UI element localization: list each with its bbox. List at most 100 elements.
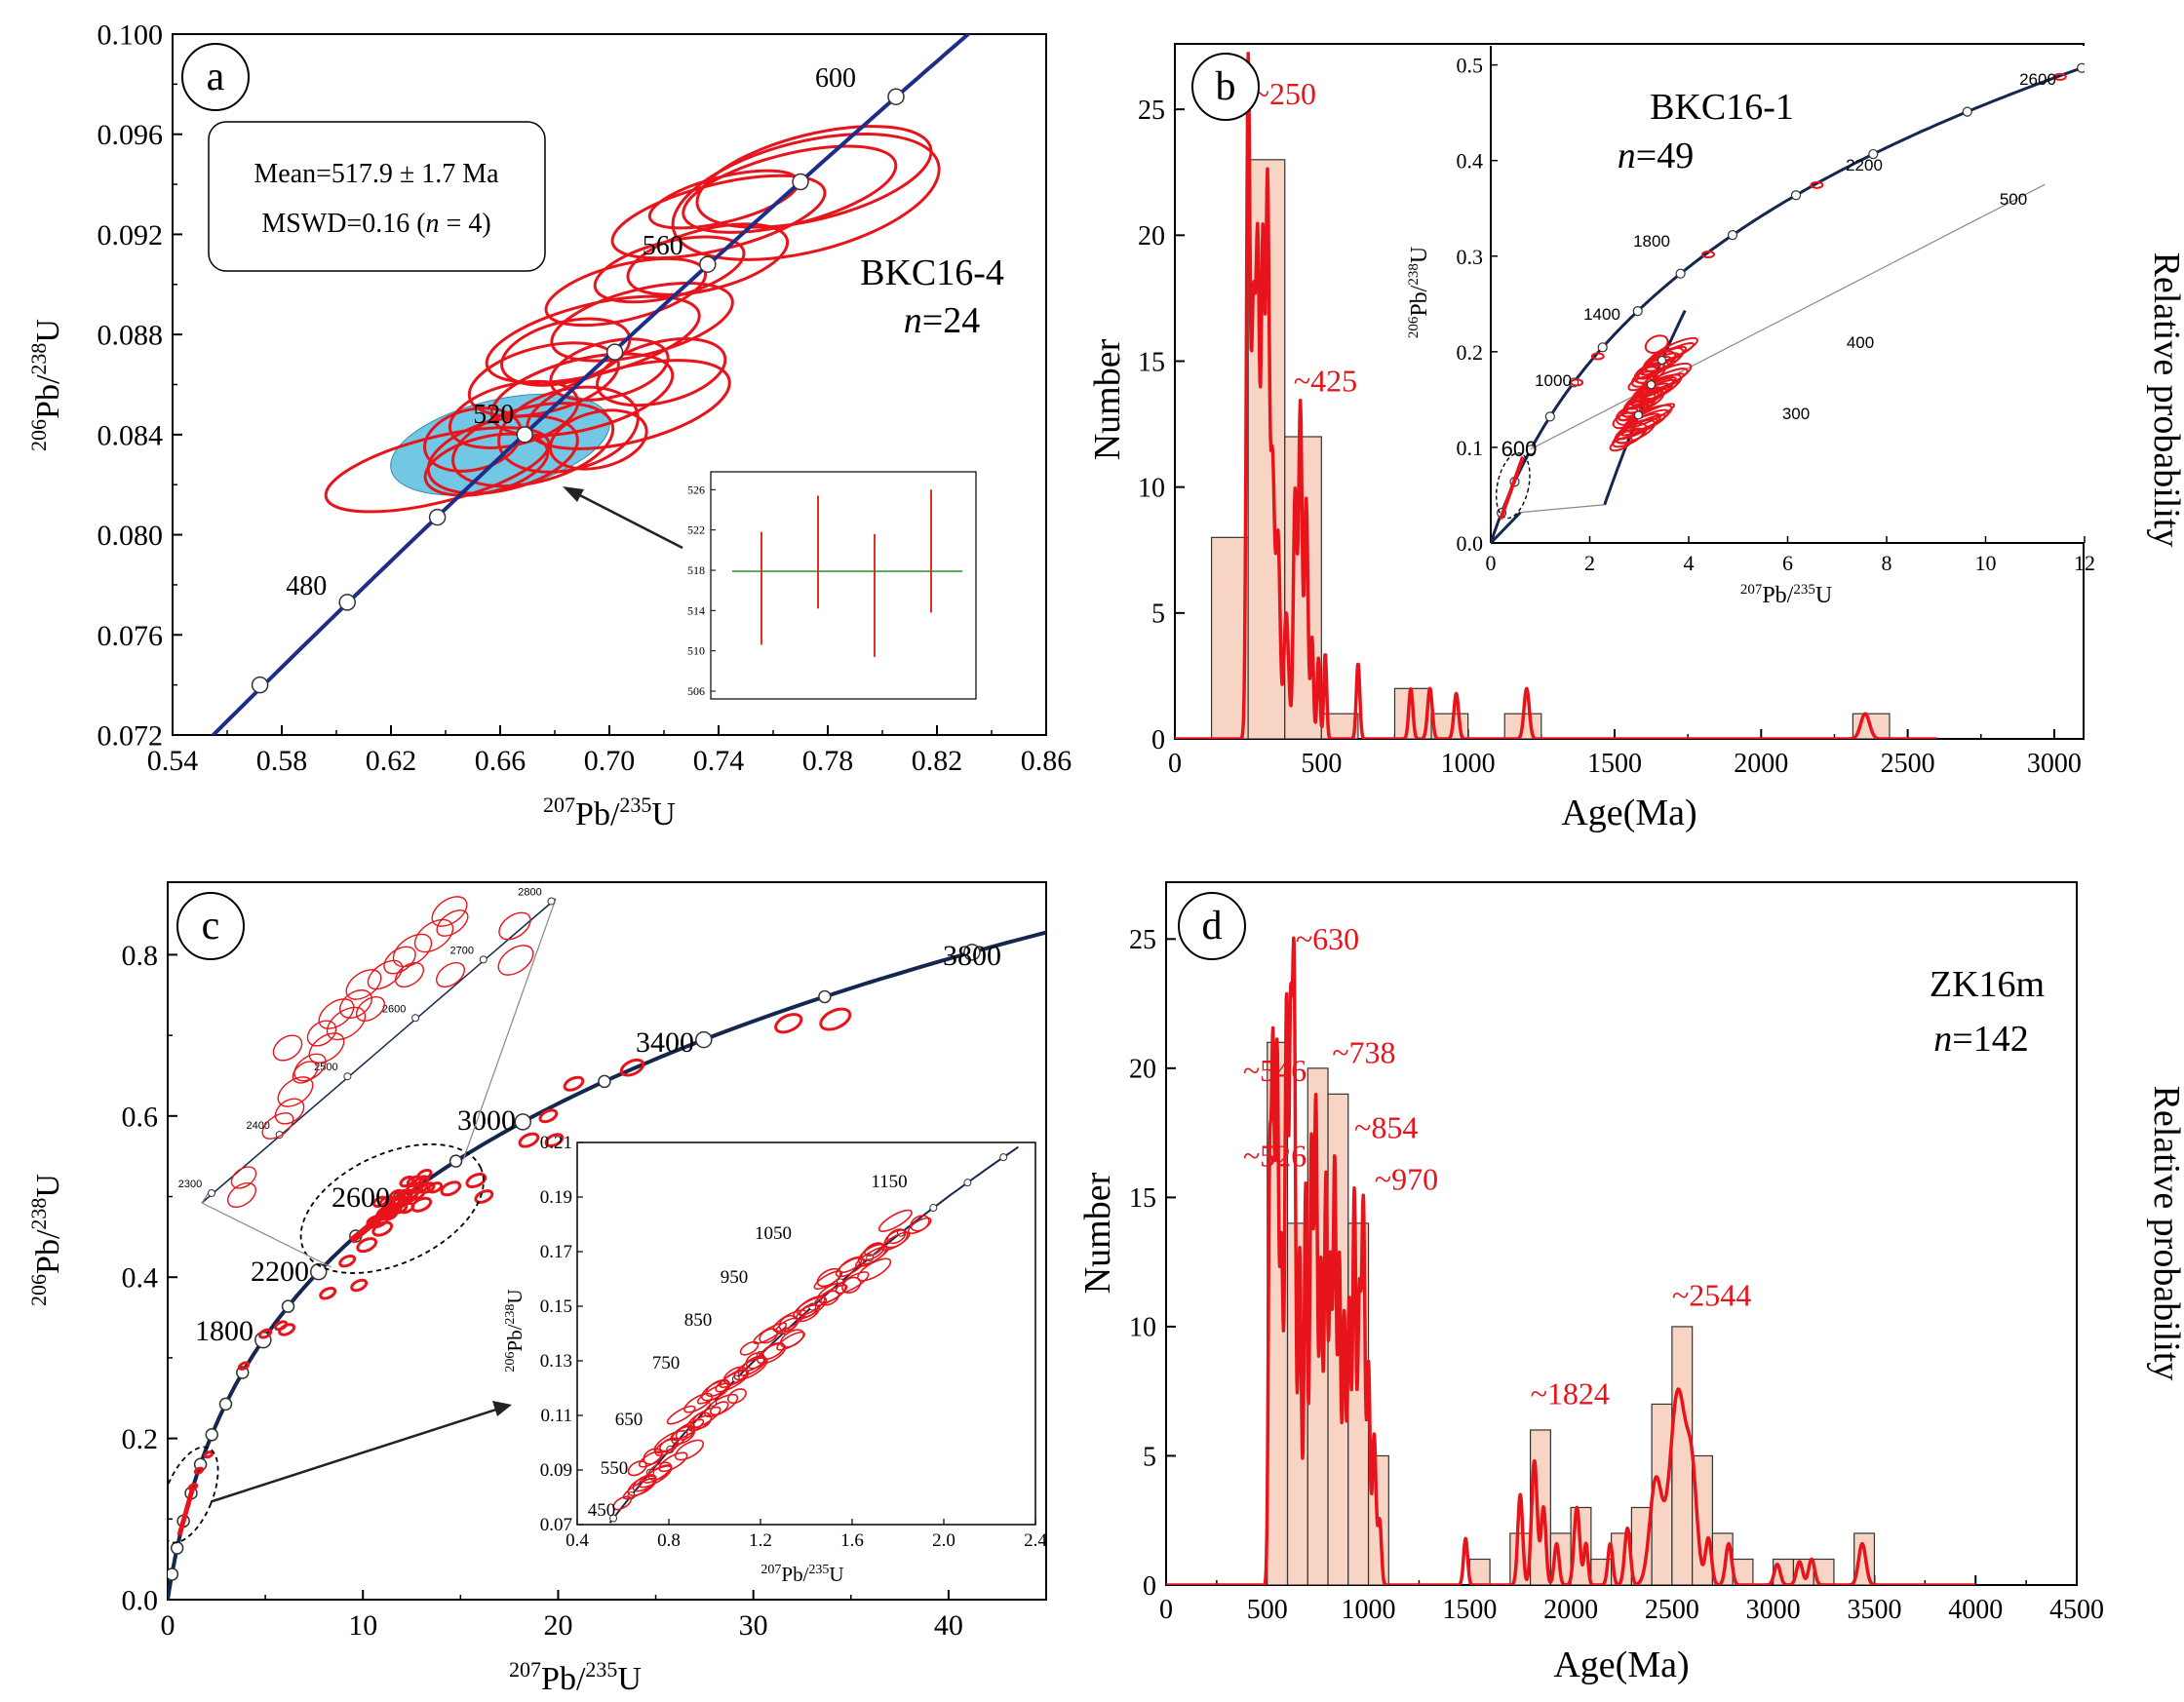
x-tick-label: 3000 [1746, 1595, 1801, 1625]
inset-arrowhead [492, 1401, 512, 1416]
zoom-age-label: 2700 [450, 945, 474, 956]
inset-zoom-marker [1657, 355, 1667, 366]
age-marker [205, 1428, 219, 1442]
label-part: 238 [503, 1304, 518, 1325]
x-tick-label: 0 [1159, 1595, 1173, 1625]
inset-y-tick-label: 0.07 [540, 1515, 572, 1535]
inset-point [1570, 378, 1584, 387]
histogram-bar [1468, 1558, 1491, 1585]
error-ellipse [538, 1108, 559, 1124]
zoom-error-ellipse [367, 959, 404, 990]
inset-x-tick-label: 10 [1975, 551, 1997, 575]
zoom-age-marker [411, 1014, 420, 1023]
x-tick-label: 4500 [2049, 1595, 2104, 1625]
age-marker [514, 1113, 532, 1131]
panel-d-xlabel: Age(Ma) [1553, 1644, 1689, 1685]
inset-arrow [212, 1406, 503, 1503]
panel-a-label-circle [181, 43, 250, 111]
inset-zoom-line [1520, 504, 1605, 514]
y-tick-label: 0.092 [98, 219, 164, 251]
inset-error-ellipse [878, 1209, 913, 1232]
panel-d-label: d [1202, 904, 1223, 948]
x-tick-label: 0.70 [584, 745, 636, 777]
x-tick-label: 0.58 [256, 745, 308, 777]
zoom-concordia [201, 898, 557, 1204]
inset-x-tick-label: 2 [1584, 551, 1595, 575]
y-tick-label: 0.080 [98, 520, 164, 552]
x-tick-label: 1000 [1342, 1595, 1396, 1625]
zoom-error-ellipse [435, 961, 466, 988]
age-label: 3800 [943, 940, 1001, 972]
panel-b-inset-plot [1491, 62, 2085, 543]
peak-age-label: ~1824 [1531, 1375, 1610, 1411]
inset-zoom-line [1530, 183, 2046, 450]
inset-age-label: 300 [1782, 405, 1810, 423]
error-ellipse [563, 1075, 585, 1092]
zoom-error-ellipse [355, 995, 386, 1023]
histogram-bar [1210, 536, 1249, 739]
age-marker [516, 426, 533, 444]
error-ellipse [474, 1189, 494, 1204]
error-ellipse [203, 1451, 214, 1459]
panel-b-label: b [1216, 64, 1236, 109]
zoom-age-label: 2300 [178, 1179, 202, 1190]
peak-age-label: ~854 [1354, 1109, 1418, 1144]
age-marker [887, 88, 905, 105]
inset-age-label: 1000 [1535, 371, 1572, 390]
inset-point [1700, 251, 1715, 259]
x-tick-label: 0.62 [366, 745, 417, 777]
age-marker [170, 1541, 184, 1555]
x-tick-label: 2000 [1543, 1595, 1598, 1625]
panel-b-inset-bg [1491, 46, 2085, 543]
error-ellipse [257, 1328, 273, 1339]
inset-x-tick-label: 4 [1684, 551, 1695, 575]
panel-b-probability-curve [1175, 51, 1938, 739]
zoom-error-ellipse [318, 998, 355, 1029]
zoom-age-marker [343, 1072, 352, 1081]
inset-x-tick-label: 2.4 [1024, 1530, 1047, 1551]
y-tick-label: 5 [1151, 600, 1165, 630]
y-tick-label: 5 [1143, 1442, 1156, 1472]
zoom-error-ellipse [277, 1076, 314, 1107]
panel-c-frame [167, 881, 1047, 1601]
label-part: 207 [760, 1563, 781, 1577]
x-tick-label: 0.66 [475, 745, 526, 777]
inset-y-tick-label: 0.4 [1457, 149, 1484, 174]
inset-age-label: 1400 [1583, 305, 1620, 324]
zoom-error-ellipse [383, 946, 416, 975]
panel-c-inset-lower: 0.4 0.8 1.2 1.6 2.0 2.4 0.07 0.09 0.11 0.13 0.15 0.… [212, 1133, 1047, 1586]
inset-error-ellipse [1638, 367, 1689, 395]
age-label: 480 [286, 571, 327, 601]
inset-y-tick-label: 514 [687, 603, 705, 617]
panel-b-xlabel: Age(Ma) [1561, 793, 1696, 833]
y-tick-label: 10 [1129, 1313, 1156, 1343]
inset-zoom-line [1491, 511, 1522, 543]
zoom-error-ellipse [394, 961, 425, 988]
panel-d: 0 500 1000 1500 2000 2500 3000 3500 4000 4500 0 5 10… [1077, 881, 2184, 1685]
error-ellipse [548, 408, 648, 471]
age-marker [605, 343, 624, 361]
inset-age-label: 2200 [1846, 156, 1883, 174]
x-tick-label: 3000 [2027, 749, 2082, 779]
y-tick-label: 20 [1138, 221, 1165, 251]
panel-a-mean-text: Mean=517.9 ± 1.7 Ma [254, 159, 499, 189]
age-marker [251, 676, 269, 694]
inset-error-ellipse [1644, 334, 1669, 355]
zoom-age-marker [547, 897, 556, 906]
x-tick-label: 0.82 [912, 745, 963, 777]
inset-age-label: 1150 [871, 1172, 907, 1192]
inset-error-ellipse [666, 1405, 696, 1425]
label-part: U [503, 1289, 526, 1303]
inset-error-ellipse [813, 1284, 848, 1307]
inset-age-marker [1727, 229, 1738, 241]
peak-age-label: ~425 [1294, 364, 1357, 399]
peak-age-label: ~738 [1332, 1035, 1395, 1070]
age-label: 600 [815, 63, 856, 94]
inset-point [2052, 72, 2067, 81]
x-tick-label: 1500 [1442, 1595, 1497, 1625]
panel-a-mswd-text: MSWD=0.16 (n = 4) [261, 209, 490, 239]
inset-error-ellipse [709, 1401, 729, 1416]
peak-age-label: ~970 [1375, 1161, 1438, 1196]
age-marker [281, 1299, 295, 1313]
